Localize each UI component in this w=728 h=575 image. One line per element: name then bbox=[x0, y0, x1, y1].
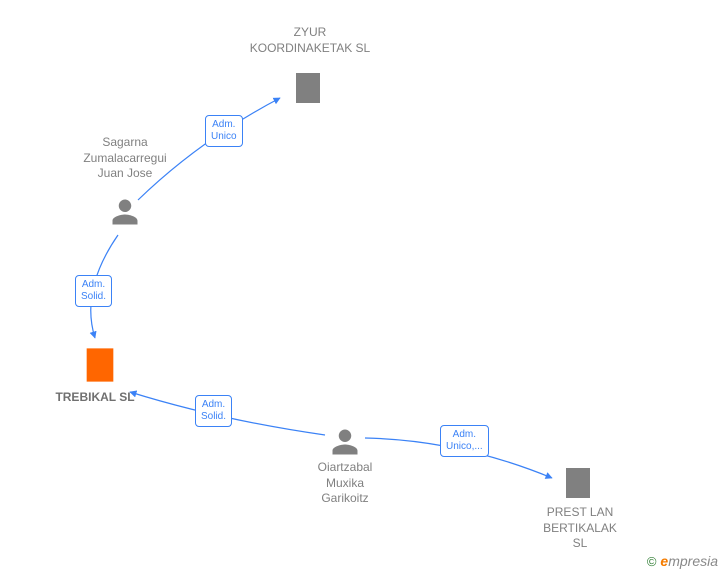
edge-label-line: Adm. bbox=[202, 399, 225, 410]
edge-label-adm-solid: Adm. Solid. bbox=[75, 275, 112, 307]
node-label-line: PREST LAN bbox=[547, 505, 613, 519]
node-label-line: Zumalacarregui bbox=[83, 151, 166, 165]
node-label-line: BERTIKALAK bbox=[543, 521, 617, 535]
node-label-line: Oiartzabal bbox=[318, 460, 373, 474]
node-label-line: Sagarna bbox=[102, 135, 147, 149]
building-icon[interactable] bbox=[290, 70, 326, 111]
copyright-symbol: © bbox=[647, 554, 657, 569]
edge-label-line: Adm. bbox=[82, 279, 105, 290]
node-label-line: Garikoitz bbox=[321, 491, 368, 505]
person-icon[interactable] bbox=[330, 425, 360, 464]
node-label-line: SL bbox=[573, 536, 588, 550]
person-icon[interactable] bbox=[110, 195, 140, 234]
brand-rest: mpresia bbox=[668, 553, 718, 569]
edge-label-line: Solid. bbox=[201, 411, 226, 422]
edge-label-adm-unico-more: Adm. Unico,... bbox=[440, 425, 489, 457]
node-label-line: ZYUR bbox=[294, 25, 327, 39]
node-label-zyur[interactable]: ZYUR KOORDINAKETAK SL bbox=[235, 25, 385, 56]
node-label-prestlan[interactable]: PREST LAN BERTIKALAK SL bbox=[530, 505, 630, 552]
node-label-line: Juan Jose bbox=[98, 166, 153, 180]
node-label-sagarna[interactable]: Sagarna Zumalacarregui Juan Jose bbox=[70, 135, 180, 182]
node-label-trebikal[interactable]: TREBIKAL SL bbox=[35, 390, 155, 406]
watermark: © empresia bbox=[647, 553, 718, 569]
edge-label-adm-solid: Adm. Solid. bbox=[195, 395, 232, 427]
building-icon[interactable] bbox=[560, 465, 596, 506]
edge-label-line: Unico bbox=[211, 131, 237, 142]
node-label-oiartzabal[interactable]: Oiartzabal Muxika Garikoitz bbox=[300, 460, 390, 507]
node-label-line: KOORDINAKETAK SL bbox=[250, 41, 370, 55]
node-label-line: Muxika bbox=[326, 476, 364, 490]
edge-label-adm-unico: Adm. Unico bbox=[205, 115, 243, 147]
edge-label-line: Adm. bbox=[212, 119, 235, 130]
edge-label-line: Unico,... bbox=[446, 441, 483, 452]
node-label-line: TREBIKAL SL bbox=[55, 390, 134, 404]
edge-label-line: Solid. bbox=[81, 291, 106, 302]
building-icon-highlight[interactable] bbox=[80, 345, 120, 390]
edge-label-line: Adm. bbox=[453, 429, 476, 440]
